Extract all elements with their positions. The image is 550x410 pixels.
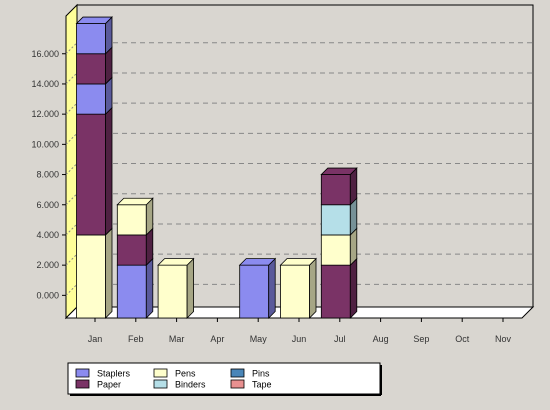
- legend-label: Pins: [252, 369, 270, 379]
- bar-front: [76, 234, 106, 319]
- bar-top: [116, 197, 154, 206]
- bar-side: [349, 257, 358, 319]
- legend-item: Binders: [153, 379, 206, 390]
- x-tick-label: Oct: [455, 334, 470, 344]
- bar-top: [75, 16, 113, 24]
- bar-top: [238, 258, 277, 266]
- legend-item: Paper: [75, 379, 121, 390]
- bar-front: [239, 264, 270, 319]
- x-tick-label: Feb: [128, 334, 144, 344]
- legend-swatch: [153, 379, 168, 389]
- x-tick-label: Mar: [169, 334, 185, 344]
- grid-line-side: [65, 42, 78, 55]
- x-tick-label: Nov: [495, 334, 512, 344]
- legend-swatch: [153, 368, 168, 378]
- bar-front: [76, 83, 106, 115]
- bar-segment: [320, 167, 358, 206]
- bar-front: [320, 264, 351, 319]
- bars: [75, 16, 358, 319]
- legend-label: Binders: [175, 380, 206, 390]
- bar-segment: [279, 257, 317, 319]
- x-axis-ticks: Jan Feb Mar Apr May Jun Jul Aug Sep Oct Nov: [88, 318, 512, 344]
- bar-segment: [320, 257, 358, 319]
- x-tick-label: May: [250, 334, 268, 344]
- bar-segment: [116, 227, 154, 267]
- bar-front: [76, 113, 106, 236]
- bar-front: [320, 174, 351, 206]
- bar-top: [320, 167, 358, 175]
- y-tick-label: 14.000: [31, 79, 59, 89]
- bar-segment: [76, 106, 113, 236]
- bar-top: [157, 258, 195, 266]
- legend-swatch: [230, 379, 245, 389]
- bar-front: [76, 23, 106, 55]
- bar-segment: [320, 197, 358, 236]
- legend-swatch: [75, 379, 90, 389]
- bar-side: [186, 257, 195, 319]
- left-wall: [65, 3, 78, 320]
- x-tick-label: Apr: [210, 334, 224, 344]
- x-tick-label: Jan: [88, 334, 103, 344]
- bar-top: [279, 258, 317, 266]
- bar-segment: [76, 227, 113, 319]
- bar-front: [116, 204, 147, 236]
- legend-label: Tape: [252, 380, 272, 390]
- legend-item: Pens: [153, 368, 196, 379]
- grid-line-side: [65, 72, 78, 85]
- y-tick-label: 12.000: [31, 109, 59, 119]
- y-tick-label: 2.000: [36, 260, 59, 270]
- x-tick-label: Jul: [334, 334, 346, 344]
- legend-label: Pens: [175, 369, 196, 379]
- y-tick-label: 10.000: [31, 139, 59, 149]
- y-tick-label: 16.000: [31, 49, 59, 59]
- bar-segment: [157, 257, 195, 319]
- x-tick-label: Jun: [292, 334, 307, 344]
- bar-segment: [238, 257, 277, 319]
- legend: Staplers Pens Pins Paper Binders Tape: [67, 362, 382, 396]
- legend-item: Pins: [230, 368, 270, 379]
- grid-line-side: [65, 163, 78, 175]
- legend-label: Staplers: [97, 369, 131, 379]
- bar-segment: [116, 257, 154, 319]
- bar-side: [105, 106, 113, 236]
- legend-swatch: [75, 368, 90, 378]
- bar-front: [320, 204, 351, 236]
- y-axis-ticks: 0.000 2.000 4.000 6.000 8.000 10.000 12.000 14.…: [31, 49, 66, 300]
- legend-item: Tape: [230, 379, 272, 390]
- grid-lines: [65, 42, 533, 296]
- bar-side: [145, 257, 154, 319]
- bar-front: [320, 234, 351, 266]
- legend-label: Paper: [97, 380, 121, 390]
- y-tick-label: 8.000: [36, 170, 59, 180]
- bar-front: [116, 264, 147, 319]
- y-tick-label: 0.000: [36, 290, 59, 300]
- y-tick-label: 6.000: [36, 200, 59, 210]
- bar-segment: [116, 197, 154, 236]
- bar-front: [76, 53, 106, 85]
- grid-line-side: [65, 193, 78, 206]
- legend-swatch: [230, 368, 245, 378]
- bar-front: [157, 264, 188, 319]
- bar-front: [280, 264, 310, 319]
- legend-item: Staplers: [75, 368, 131, 379]
- bar-side: [105, 227, 113, 319]
- x-tick-label: Sep: [413, 334, 429, 344]
- y-tick-label: 4.000: [36, 230, 59, 240]
- grid-line-side: [65, 283, 78, 296]
- bar-segment: [75, 16, 113, 55]
- x-tick-label: Aug: [373, 334, 389, 344]
- bar-side: [309, 257, 317, 319]
- grid-line-side: [65, 132, 78, 145]
- grid-line-side: [65, 102, 78, 115]
- bar-side: [268, 257, 276, 319]
- grid-line-side: [65, 223, 78, 236]
- grid-line-side: [65, 253, 78, 266]
- bar-front: [116, 234, 147, 266]
